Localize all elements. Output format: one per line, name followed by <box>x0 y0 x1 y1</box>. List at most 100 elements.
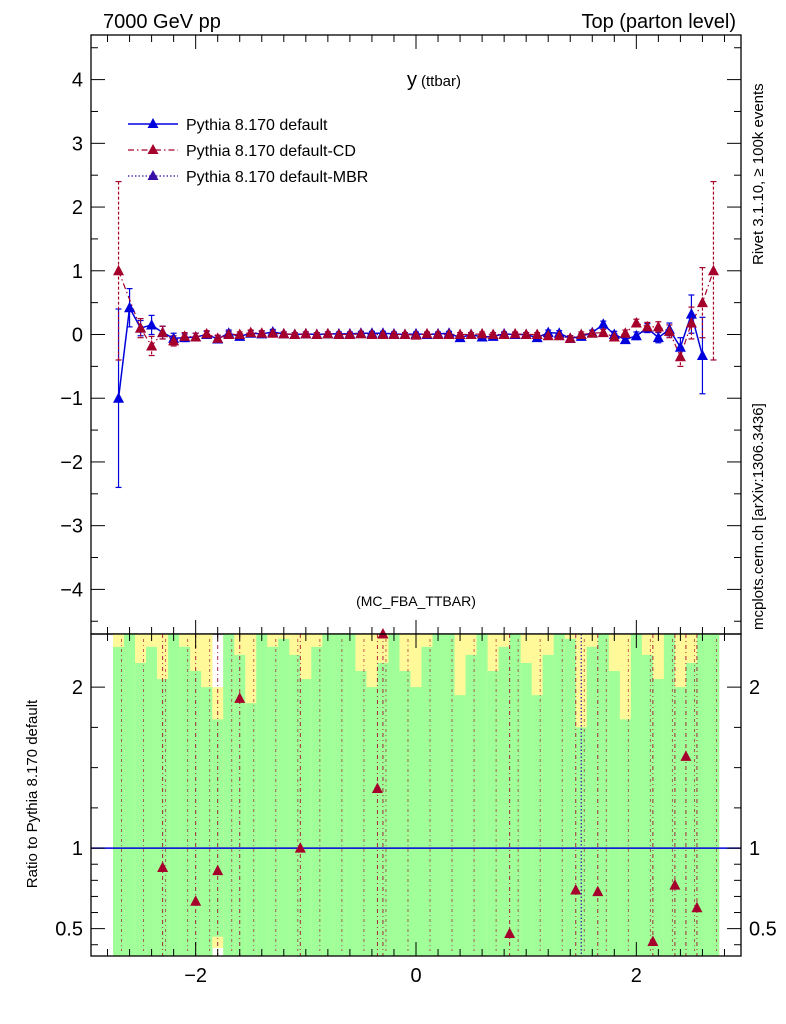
ratio-band-green <box>652 679 665 956</box>
y-tick-label: 0 <box>72 325 83 347</box>
ratio-band-green <box>201 687 213 956</box>
y-tick-label: 4 <box>72 70 83 92</box>
ratio-band-green <box>443 634 455 956</box>
ratio-band-green <box>300 679 312 956</box>
ratio-band-green <box>520 662 532 956</box>
legend-marker-cd <box>147 144 159 154</box>
marker-cd <box>388 328 400 339</box>
marker-cd <box>597 326 609 338</box>
marker-default <box>113 392 125 403</box>
ratio-band-green <box>663 634 676 956</box>
plot-variable: y <box>407 69 417 91</box>
x-tick-label: 2 <box>631 965 642 987</box>
ratio-band-green <box>113 646 125 956</box>
marker-cd <box>322 327 334 339</box>
marker-cd <box>586 327 598 338</box>
ratio-band-green <box>267 646 279 956</box>
ratio-marker-cd <box>371 782 383 794</box>
legend-entry-default: Pythia 8.170 default <box>186 117 328 134</box>
ratio-band-green <box>135 662 147 956</box>
ratio-marker-cd <box>680 750 692 761</box>
legend-entry-mbr: Pythia 8.170 default-MBR <box>186 169 368 186</box>
marker-cd <box>190 331 202 342</box>
ratio-band-green <box>641 654 654 956</box>
marker-cd <box>179 330 191 341</box>
marker-cd <box>333 328 345 339</box>
ratio-marker-cd <box>504 927 516 938</box>
legend-marker-default <box>147 118 159 128</box>
marker-cd <box>443 328 455 339</box>
marker-cd <box>564 332 576 343</box>
marker-cd <box>168 334 180 346</box>
marker-cd <box>707 264 719 276</box>
legend-entry-cd: Pythia 8.170 default-CD <box>186 143 356 160</box>
series-line-default <box>117 305 704 399</box>
ratio-band-green <box>707 634 720 956</box>
ratio-band-green <box>597 634 610 956</box>
marker-cd <box>520 328 532 339</box>
marker-cd <box>201 327 213 339</box>
ratio-y-tick-label-right: 2 <box>749 677 760 699</box>
plot-variable-sublabel: (ttbar) <box>421 73 461 90</box>
marker-cd <box>157 326 169 338</box>
marker-cd <box>267 327 279 338</box>
ratio-band-green <box>608 671 621 956</box>
y-tick-label: −2 <box>60 452 83 474</box>
ratio-band-green <box>289 654 301 956</box>
ratio-band-green <box>454 695 466 956</box>
marker-default <box>674 341 686 352</box>
ratio-band-green <box>487 671 499 956</box>
ratio-band-green <box>388 634 400 956</box>
ratio-band-green <box>586 646 599 956</box>
marker-cd <box>399 328 411 339</box>
ratio-band-green <box>179 646 191 956</box>
ratio-band-green <box>344 634 356 956</box>
ratio-band-green <box>619 719 632 956</box>
ratio-band-green <box>685 662 698 956</box>
marker-default <box>685 308 697 319</box>
marker-cd <box>542 329 554 341</box>
ratio-band-green <box>377 662 389 956</box>
marker-cd <box>377 328 389 339</box>
marker-cd <box>454 328 466 339</box>
marker-cd <box>509 327 521 339</box>
marker-cd <box>135 322 147 333</box>
header-left-title: 7000 GeV pp <box>103 11 221 33</box>
marker-cd <box>641 320 653 332</box>
ratio-band-green <box>245 703 257 956</box>
ratio-band-green <box>355 671 367 956</box>
ratio-marker-cd <box>190 895 202 906</box>
marker-cd <box>234 328 246 339</box>
marker-cd <box>696 296 708 308</box>
ratio-band-green <box>333 634 345 956</box>
marker-cd <box>531 328 543 339</box>
ratio-band-green <box>168 634 180 956</box>
y-tick-label: −1 <box>60 388 83 410</box>
marker-default <box>630 329 642 341</box>
ratio-marker-cd <box>377 628 389 639</box>
marker-cd <box>630 317 642 328</box>
marker-default <box>696 349 708 361</box>
rivet-label: Rivet 3.1.10, ≥ 100k events <box>750 83 767 265</box>
ratio-band-green <box>278 638 290 956</box>
series-line-cd <box>117 270 715 359</box>
ratio-band-green <box>366 687 378 956</box>
ratio-band-green <box>542 654 555 956</box>
ratio-y-tick-label: 2 <box>72 677 83 699</box>
ratio-marker-cd <box>647 935 659 947</box>
marker-cd <box>344 328 356 339</box>
ratio-y-tick-label-right: 0.5 <box>749 919 777 941</box>
ratio-band-green <box>410 687 422 956</box>
ratio-band-green <box>509 634 521 956</box>
marker-cd <box>278 327 290 339</box>
ratio-band-green <box>696 634 709 956</box>
marker-cd <box>289 328 301 339</box>
ratio-band-green <box>124 634 136 956</box>
ratio-band-green <box>223 634 235 956</box>
ratio-band-green <box>553 634 566 956</box>
marker-default <box>597 318 609 329</box>
marker-cd <box>300 327 312 339</box>
marker-default <box>146 318 158 330</box>
marker-cd <box>476 327 488 339</box>
